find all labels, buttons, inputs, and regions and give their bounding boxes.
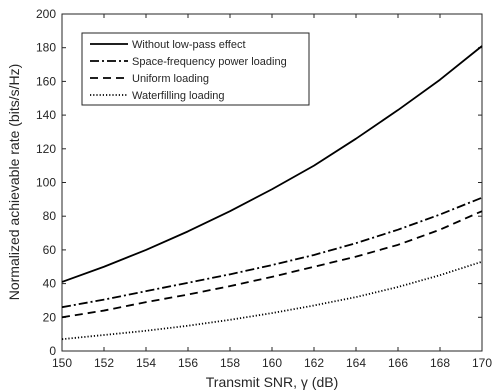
y-tick-label: 100 (36, 176, 56, 190)
y-tick-label: 0 (49, 344, 56, 358)
x-tick-label: 156 (178, 356, 198, 370)
x-tick-label: 152 (94, 356, 114, 370)
series-layer (61, 45, 483, 341)
y-tick-label: 20 (43, 310, 57, 324)
legend-label-1: Without low-pass effect (132, 39, 246, 51)
y-axis-label: Normalized achievable rate (bits/s/Hz) (6, 64, 22, 301)
y-tick-label: 60 (43, 243, 57, 257)
legend-label-4: Waterfilling loading (132, 90, 225, 102)
x-tick-label: 162 (304, 356, 324, 370)
x-tick-label: 160 (262, 356, 282, 370)
x-tick-label: 150 (52, 356, 72, 370)
y-tick-label: 80 (43, 209, 57, 223)
y-tick-label: 200 (36, 7, 56, 21)
x-tick-label: 170 (472, 356, 492, 370)
x-tick-label: 158 (220, 356, 240, 370)
x-tick-label: 164 (346, 356, 366, 370)
y-tick-label: 40 (43, 277, 57, 291)
y-tick-label: 180 (36, 41, 56, 55)
series-line-4 (61, 260, 483, 341)
x-axis-label: Transmit SNR, γ (dB) (206, 374, 339, 390)
x-tick-label: 168 (430, 356, 450, 370)
x-axis-ticks: 150 152 154 156 158 160 162 164 166 168 170 (52, 14, 492, 370)
y-tick-label: 160 (36, 74, 56, 88)
y-tick-label: 120 (36, 142, 56, 156)
series-line-2 (61, 196, 483, 309)
legend-box (81, 32, 310, 106)
legend-label-3: Uniform loading (132, 73, 209, 85)
x-tick-label: 154 (136, 356, 156, 370)
series-line-1 (61, 45, 483, 283)
legend-label-2: Space-frequency power loading (132, 56, 287, 68)
series-line-3 (61, 210, 483, 319)
legend: Without low-pass effect Space-frequency p… (81, 32, 310, 106)
x-tick-label: 166 (388, 356, 408, 370)
y-tick-label: 140 (36, 108, 56, 122)
y-axis-ticks: 0 20 40 60 80 100 120 140 160 180 200 (36, 7, 482, 358)
